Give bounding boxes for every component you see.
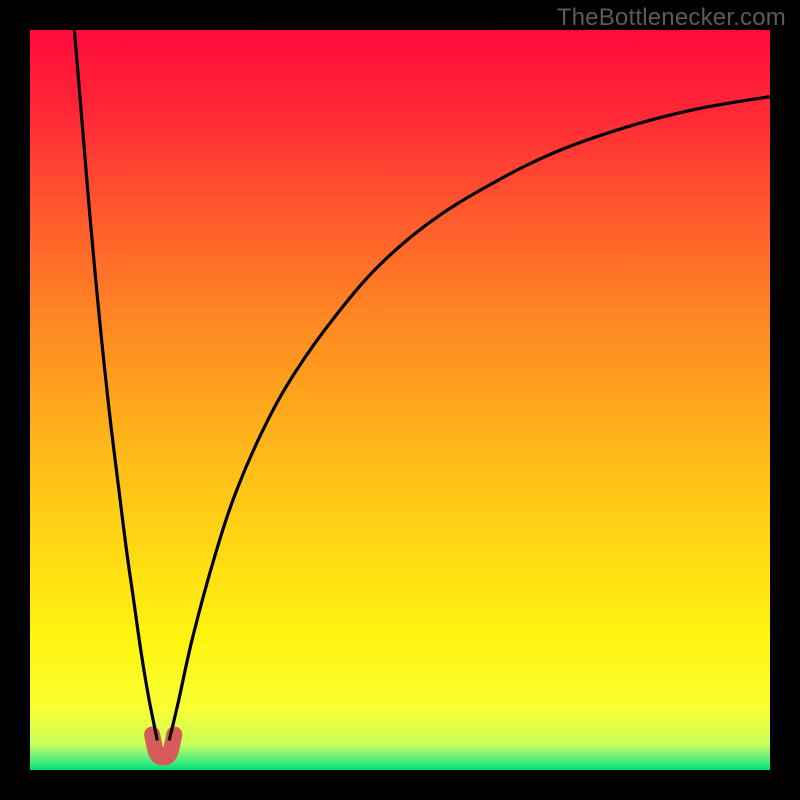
plot-area <box>30 30 770 770</box>
plot-svg <box>30 30 770 770</box>
watermark-text: TheBottlenecker.com <box>557 4 786 32</box>
